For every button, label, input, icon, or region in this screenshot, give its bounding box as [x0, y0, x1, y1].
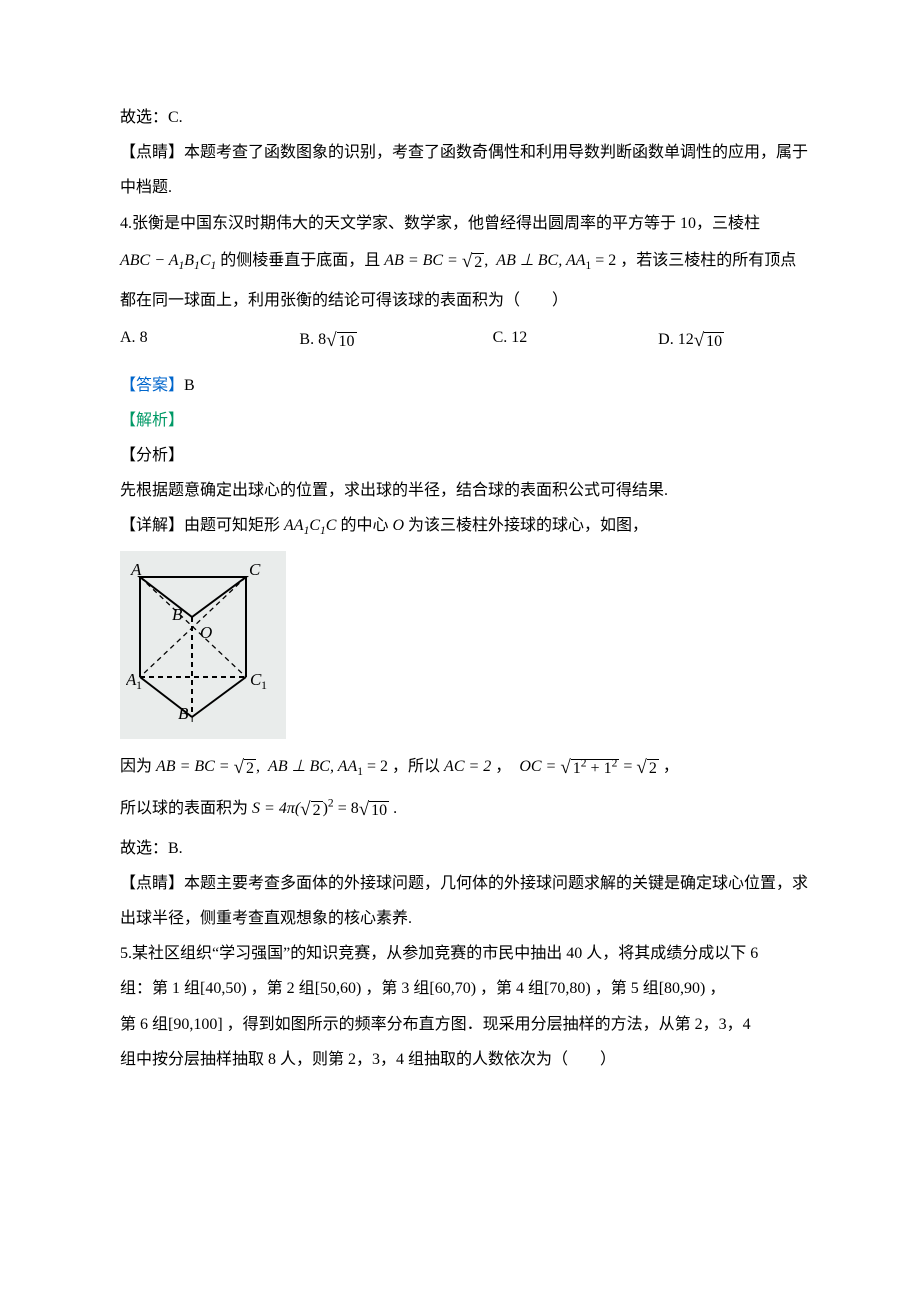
document-page: 故选：C. 【点睛】本题考查了函数图象的识别，考查了函数奇偶性和利用导数判断函数… — [0, 0, 920, 1302]
q4-line2: ABC − A1B1C1 的侧棱垂直于底面，且 AB = BC = √2, AB… — [120, 241, 810, 318]
conclusion-c: 故选：C. — [120, 100, 810, 135]
q4-mid-a: 的侧棱垂直于底面，且 — [220, 252, 380, 269]
expr-ABC: ABC − A1B1C1 — [120, 252, 216, 269]
svg-text:1: 1 — [189, 712, 195, 722]
fenxi-q4: 先根据题意确定出球心的位置，求出球的半径，结合球的表面积公式可得结果. — [120, 473, 810, 508]
svg-text:1: 1 — [261, 678, 267, 692]
q5-line3: 第 6 组[90,100] ，得到如图所示的频率分布直方图．现采用分层抽样的方法… — [120, 1007, 810, 1042]
svg-text:O: O — [200, 623, 212, 642]
answer-q4: 【答案】B — [120, 368, 810, 403]
q4-opt-c: C. 12 — [493, 320, 659, 362]
expr-AA1C1C: AA1C1C — [284, 517, 340, 534]
q4-opt-d: D. 12√10 — [658, 320, 810, 362]
svg-text:B: B — [178, 704, 189, 722]
calc-line1: 因为 AB = BC = √2, AB ⊥ BC, AA1 = 2 ，所以 AC… — [120, 747, 810, 789]
surface-line: 所以球的表面积为 S = 4π(√2)2 = 8√10 . — [120, 789, 810, 831]
svg-text:B: B — [172, 605, 183, 624]
dianjing-2: 【点睛】本题主要考查多面体的外接球问题，几何体的外接球问题求解的关键是确定球心位… — [120, 866, 810, 936]
svg-text:1: 1 — [136, 678, 142, 692]
q4-options: A. 8 B. 8√10 C. 12 D. 12√10 — [120, 320, 810, 362]
q4-opt-a: A. 8 — [120, 320, 299, 362]
q4-line1: 4.张衡是中国东汉时期伟大的天文学家、数学家，他曾经得出圆周率的平方等于 10，… — [120, 206, 810, 241]
prism-diagram: A C B O A 1 C 1 B 1 — [120, 551, 286, 739]
svg-text:A: A — [130, 560, 142, 579]
q4-opt-b: B. 8√10 — [299, 320, 492, 362]
dianjing-1: 【点睛】本题考查了函数图象的识别，考查了函数奇偶性和利用导数判断函数单调性的应用… — [120, 135, 810, 205]
conclusion-b: 故选：B. — [120, 831, 810, 866]
fenxi-label: 【分析】 — [120, 438, 810, 473]
q5-line1: 5.某社区组织“学习强国”的知识竞赛，从参加竞赛的市民中抽出 40 人，将其成绩… — [120, 936, 810, 971]
xiangjie-q4: 【详解】由题可知矩形 AA1C1C 的中心 O 为该三棱柱外接球的球心，如图， — [120, 508, 810, 545]
svg-text:C: C — [249, 560, 261, 579]
jiexi-q4: 【解析】 — [120, 403, 810, 438]
q5-line4: 组中按分层抽样抽取 8 人，则第 2，3，4 组抽取的人数依次为（ ） — [120, 1042, 810, 1077]
expr-ABBC: AB = BC = √2, AB ⊥ BC, AA1 = 2 — [384, 252, 620, 269]
q5-line2: 组：第 1 组[40,50) ，第 2 组[50,60) ，第 3 组[60,7… — [120, 971, 810, 1006]
